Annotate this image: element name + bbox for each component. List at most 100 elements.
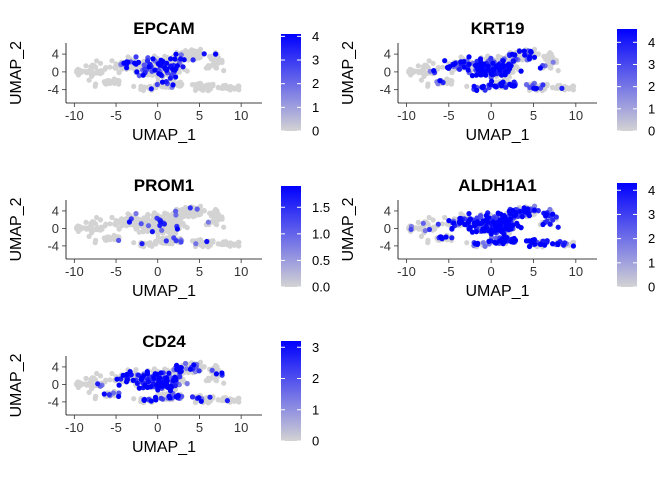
cell-point [133, 367, 139, 373]
expressing-cell-point [512, 212, 518, 218]
cell-point [97, 217, 104, 223]
y-tick-label: 4 [52, 47, 59, 62]
x-tick-label: -10 [397, 108, 416, 123]
cell-point [160, 84, 166, 90]
expressing-cell-point [140, 72, 146, 78]
expressing-cell-point [189, 394, 196, 400]
cell-point [90, 228, 96, 234]
cell-point [197, 364, 203, 370]
expressing-cell-point [158, 395, 164, 401]
cell-point [236, 239, 242, 245]
x-axis-label: UMAP_1 [465, 283, 529, 300]
cell-point [203, 83, 209, 89]
expressing-cell-point [190, 57, 196, 63]
feature-panel-2: PROM1 -10 -5 0 5 10 4 0 -4 UMAP_1 UMAP_2 0.0 0.5 1.0 1… [8, 176, 330, 300]
y-tick-label: -4 [379, 82, 391, 97]
expressing-cell-point [213, 371, 219, 377]
expressing-cell-point [408, 226, 414, 232]
panel-title: PROM1 [134, 176, 194, 195]
expressing-cell-point [485, 67, 491, 73]
expressing-cell-point [527, 54, 533, 60]
y-axis-label: UMAP_2 [340, 41, 357, 105]
expressing-cell-point [480, 67, 486, 73]
expressing-cell-point [110, 390, 116, 396]
cell-point [167, 229, 173, 235]
cell-point [131, 240, 137, 246]
expressing-cell-point [163, 238, 169, 244]
cell-point [415, 219, 421, 225]
expressing-cell-point [502, 72, 508, 78]
expressing-cell-point [540, 221, 546, 228]
expressing-cell-point [537, 65, 544, 71]
cell-point [128, 64, 134, 70]
cell-point [439, 221, 446, 227]
cell-point [97, 373, 104, 379]
colorbar-tick-label: 2 [312, 371, 319, 386]
cell-point [109, 58, 115, 64]
x-tick-label: -10 [397, 264, 416, 279]
expressing-cell-point [187, 366, 193, 372]
expressing-cell-point [172, 67, 178, 73]
colorbar-tick-label: 3 [312, 53, 319, 68]
x-tick-label: 5 [196, 108, 203, 123]
cell-point [553, 85, 559, 91]
colorbar-tick-label: 0 [312, 434, 319, 449]
cell-point [418, 77, 424, 83]
y-tick-label: -4 [47, 238, 59, 253]
x-tick-label: -10 [65, 108, 84, 123]
cell-point [219, 241, 225, 248]
expressing-cell-point [473, 229, 479, 235]
cell-point [136, 229, 142, 235]
expressing-cell-point [106, 392, 112, 398]
cell-point [86, 77, 92, 83]
panel-title: CD24 [142, 332, 186, 351]
expressing-cell-point [118, 376, 124, 382]
cell-point [542, 86, 548, 92]
expressing-cell-point [184, 381, 190, 387]
expressing-cell-point [170, 82, 176, 88]
expressing-cell-point [523, 238, 530, 244]
cell-point [144, 213, 150, 219]
expressing-cell-point [166, 393, 172, 399]
expressing-cell-point [178, 239, 184, 245]
cell-point [74, 380, 80, 386]
y-tick-label: 0 [52, 221, 59, 236]
expressing-cell-point [519, 214, 525, 220]
expressing-cell-point [488, 55, 494, 62]
expressing-cell-point [209, 367, 215, 373]
expressing-cell-point [447, 64, 453, 70]
expressing-cell-point [124, 65, 130, 71]
cell-point [181, 223, 187, 229]
colorbar-tick-label: 0 [648, 124, 655, 139]
expressing-cell-point [498, 81, 504, 87]
expressing-cell-point [177, 374, 183, 380]
x-tick-label: 5 [196, 264, 203, 279]
colorbar [281, 341, 301, 441]
cell-point [189, 82, 196, 88]
expressing-cell-point [493, 84, 499, 90]
expressing-cell-point [517, 208, 523, 215]
cell-point [430, 217, 436, 223]
expressing-cell-point [149, 229, 155, 235]
expressing-cell-point [443, 234, 449, 240]
cell-point [216, 216, 222, 222]
expressing-cell-point [136, 385, 142, 391]
cell-point [116, 70, 122, 76]
expressing-cell-point [204, 238, 210, 245]
y-tick-label: 4 [52, 203, 59, 218]
expressing-cell-point [134, 380, 140, 386]
expressing-cell-point [148, 398, 154, 404]
x-tick-label: -10 [65, 420, 84, 435]
expressing-cell-point [475, 66, 481, 72]
expressing-cell-point [474, 62, 480, 68]
y-tick-label: -4 [379, 238, 391, 253]
expressing-cell-point [526, 243, 533, 250]
cell-point [87, 67, 93, 73]
expressing-cell-point [144, 369, 150, 375]
cell-point [205, 63, 211, 69]
expressing-cell-point [559, 85, 565, 91]
cell-point [425, 240, 431, 246]
cell-point [107, 236, 114, 242]
x-tick-label: 0 [488, 264, 495, 279]
cell-point [86, 389, 92, 395]
